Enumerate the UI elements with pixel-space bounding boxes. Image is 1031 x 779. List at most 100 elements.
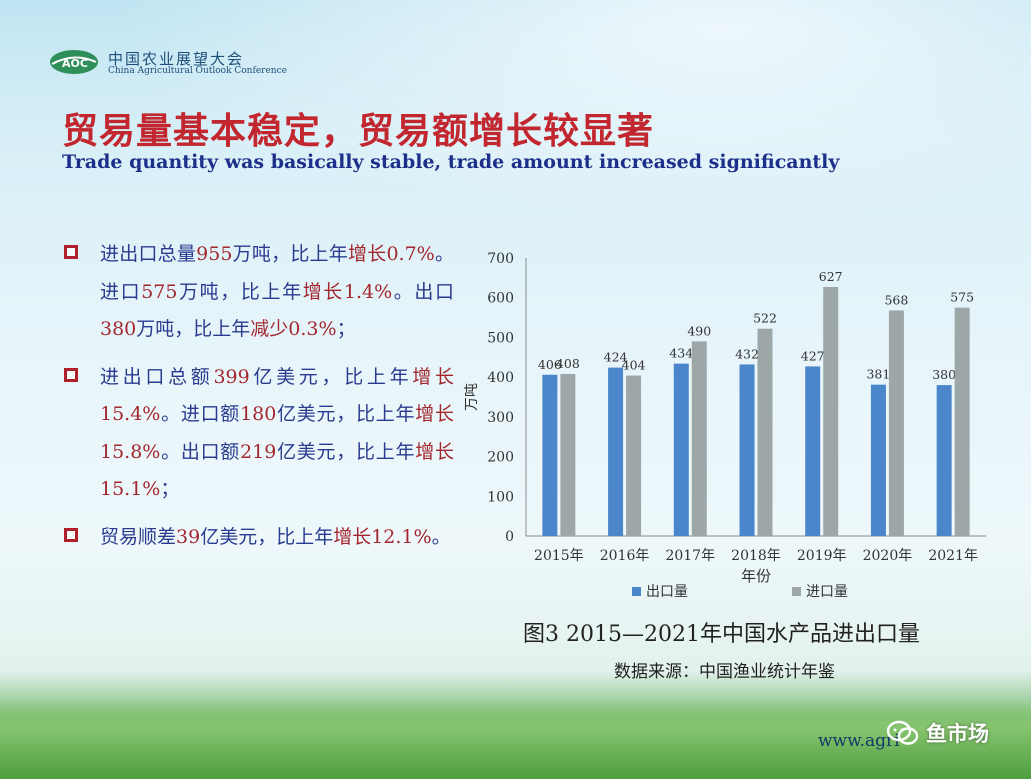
slide-title-en: Trade quantity was basically stable, tra… [62,151,840,173]
bullet-segment: ； [160,478,180,500]
watermark-text: 鱼市场 [926,722,989,746]
bullet-square-icon [64,245,78,259]
y-tick-label: 200 [487,450,514,466]
bar-export [870,384,886,536]
bullet-segment: 增长15.4% [100,365,454,426]
bullet-segment: 。 [431,525,451,548]
y-tick-label: 600 [487,291,514,307]
data-source: 数据来源：中国渔业统计年鉴 [614,662,835,682]
bar-export [673,363,689,536]
bullet-segment: 增长1.4% [302,280,393,303]
background-sky [0,0,1031,260]
bullet-segment: 219 [240,440,277,463]
bullet-segment: 。进口 [100,243,454,303]
bullet-square-icon [64,527,78,542]
bullet-segment: 亿美元，比上年 [276,440,416,463]
bar-import [691,341,707,536]
watermark: 鱼市场 [886,716,989,750]
logo-name-cn: 中国农业展望大会 [108,50,245,68]
bullet-segment: 亿美元，比上年 [200,525,334,548]
bullet-segment: 增长15.1% [100,440,454,501]
chat-bubbles-icon [886,720,919,745]
figure-caption: 图3 2015—2021年中国水产品进出口量 [523,622,920,647]
bullet-item: 进出口总额399亿美元，比上年增长15.4%。进口额180亿美元，比上年增长15… [62,359,462,509]
data-label: 406 [538,357,562,372]
bullet-segment: 万吨，比上年 [232,243,348,265]
bar-import [954,307,970,536]
bullet-segment: ； [336,318,356,340]
bullet-text: 进出口总量955万吨，比上年增长0.7%。进口575万吨，比上年增长1.4%。出… [100,236,454,349]
conference-logo: AOC 中国农业展望大会 China Agricultural Outlook … [48,48,287,78]
bullet-segment: 399 [213,365,250,388]
bullet-text: 贸易顺差39亿美元，比上年增长12.1%。 [100,519,454,557]
data-label: 404 [622,358,646,373]
bullet-segment: 增长15.8% [100,403,454,463]
bullet-segment: 亿美元，比上年 [276,403,416,425]
bullet-segment: 万吨，比上年 [136,318,251,340]
legend-label: 出口量 [646,584,688,600]
bullet-square-icon [64,367,78,382]
bar-export [608,367,624,536]
data-label: 434 [669,346,693,361]
y-axis-label: 万吨 [464,383,480,411]
logo-name-en: China Agricultural Outlook Conference [108,66,287,76]
slide-title-cn: 贸易量基本稳定，贸易额增长较显著 [62,111,655,152]
data-label: 427 [801,348,825,363]
bullet-segment: 575 [141,280,178,303]
bullet-segment: 380 [100,318,137,340]
data-label: 432 [735,346,759,361]
website-url: www.agri [818,731,900,751]
y-tick-label: 300 [487,410,514,426]
y-tick-label: 500 [487,330,514,346]
bullet-segment: 39 [176,525,201,548]
x-tick-label: 2017年 [665,548,715,564]
bullet-segment: 进出口总量 [100,243,197,265]
y-tick-label: 400 [487,370,514,386]
bullet-segment: 。进口额 [160,403,241,425]
bar-import [888,310,904,536]
bullet-segment: 进出口总额 [100,365,214,388]
data-label: 424 [604,350,628,365]
y-tick-label: 700 [487,251,514,267]
bullet-segment: 亿美元，比上年 [249,365,413,388]
y-tick-label: 0 [505,529,514,545]
bullet-segment: 。出口额 [160,440,241,463]
data-label: 381 [866,367,890,382]
x-axis-label: 年份 [741,567,771,585]
bullet-segment: 万吨，比上年 [177,280,303,303]
bar-import [626,375,642,536]
legend-label: 进口量 [806,584,848,600]
bullet-item: 进出口总量955万吨，比上年增长0.7%。进口575万吨，比上年增长1.4%。出… [62,236,462,349]
data-label: 490 [687,323,711,338]
bullet-item: 贸易顺差39亿美元，比上年增长12.1%。 [62,519,462,557]
data-label: 408 [556,356,580,371]
trade-volume-chart: 0 100 200 300 400 500 600 700 万吨 406 408 2015年 424 40… [460,240,1000,610]
legend-swatch [792,587,801,596]
bar-import [560,373,576,536]
x-tick-label: 2019年 [797,548,847,564]
aoc-logo-icon: AOC [50,50,98,74]
x-tick-label: 2020年 [863,548,913,564]
x-tick-label: 2015年 [534,548,584,564]
background-grass [0,700,1031,779]
x-tick-label: 2016年 [600,548,650,564]
bullet-segment: 贸易顺差 [100,525,177,548]
bar-import [757,328,773,536]
data-label: 522 [753,311,777,326]
bullet-segment: 减少0.3% [250,318,337,340]
bullet-segment: 增长12.1% [333,525,432,548]
data-label: 380 [932,367,956,382]
bar-export [805,366,821,536]
legend-swatch [632,587,641,596]
bullet-list: 进出口总量955万吨，比上年增长0.7%。进口575万吨，比上年增长1.4%。出… [62,236,462,566]
y-tick-label: 100 [487,489,514,505]
bar-export [936,385,952,536]
data-label: 568 [884,292,908,307]
x-tick-label: 2018年 [731,548,781,564]
bar-export [739,364,755,536]
x-tick-label: 2021年 [928,548,978,564]
bar-export [542,374,558,536]
data-label: 575 [950,290,974,305]
bullet-text: 进出口总额399亿美元，比上年增长15.4%。进口额180亿美元，比上年增长15… [100,359,454,509]
